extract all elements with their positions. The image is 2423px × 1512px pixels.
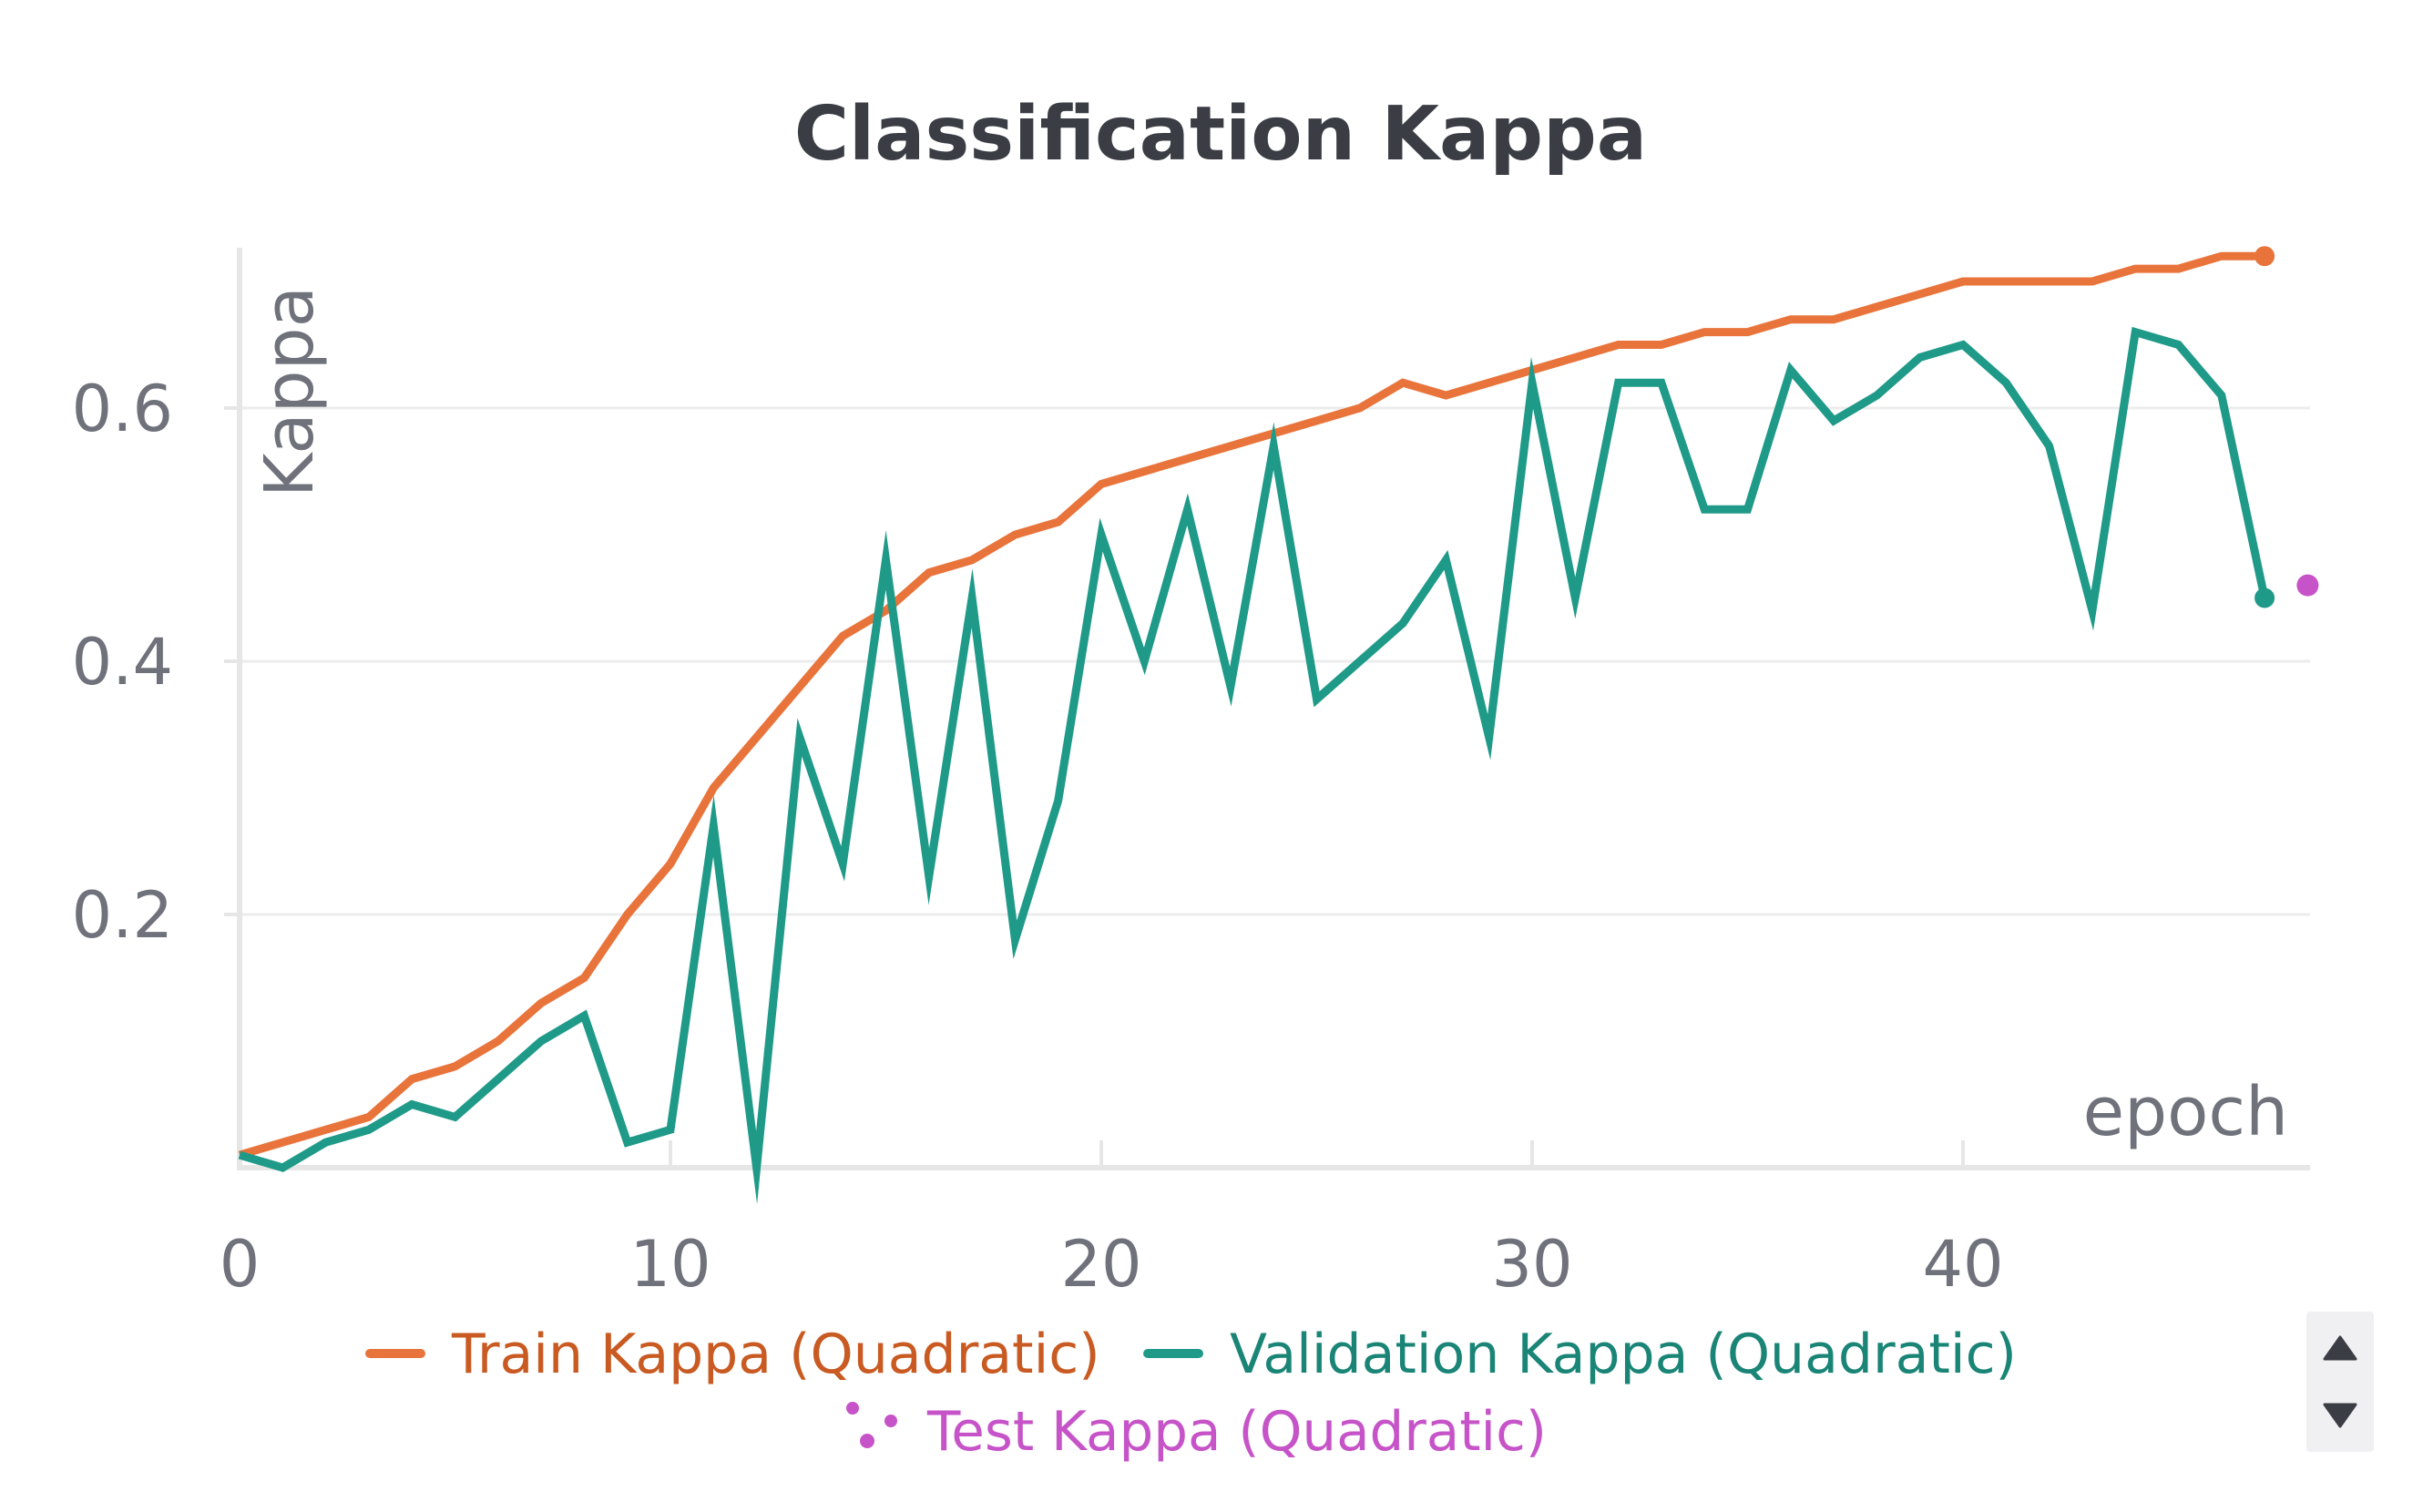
x-tick-label: 30: [1491, 1227, 1572, 1302]
series-endpoint-validation: [2254, 587, 2275, 608]
triangle-up-icon: [2323, 1335, 2357, 1361]
legend: Train Kappa (Quadratic) Validation Kappa…: [365, 1323, 2017, 1464]
y-tick-label: 0.2: [72, 878, 173, 953]
x-tick-label: 20: [1060, 1227, 1141, 1302]
x-tick-label: 40: [1922, 1227, 2003, 1302]
triangle-down-icon: [2323, 1403, 2357, 1428]
grid: [224, 406, 2310, 1168]
legend-scroll-up-button[interactable]: [2306, 1315, 2374, 1383]
series-group: [238, 246, 2319, 1205]
series-line-validation: [238, 326, 2269, 1205]
chart-title: Classification Kappa: [794, 91, 1647, 178]
legend-scroller: [2306, 1312, 2374, 1452]
y-tick-labels: 0.2 0.4 0.6: [72, 372, 173, 953]
x-tick-labels: 0 10 20 30 40: [220, 1227, 2004, 1302]
legend-item-validation[interactable]: Validation Kappa (Quadratic): [1143, 1323, 2017, 1386]
x-tick-label: 10: [629, 1227, 711, 1302]
y-tick-label: 0.4: [72, 625, 173, 700]
data-point-test: [2296, 574, 2319, 597]
legend-swatch-test: [846, 1402, 897, 1448]
series-line-train: [238, 251, 2265, 1160]
legend-scroll-down-button[interactable]: [2306, 1383, 2374, 1450]
legend-label-train: Train Kappa (Quadratic): [451, 1323, 1100, 1386]
y-axis-label: Kappa: [250, 286, 329, 497]
legend-item-test[interactable]: Test Kappa (Quadratic): [846, 1400, 1547, 1464]
y-tick-label: 0.6: [72, 372, 173, 446]
legend-label-validation: Validation Kappa (Quadratic): [1230, 1323, 2017, 1386]
legend-label-test: Test Kappa (Quadratic): [926, 1400, 1547, 1464]
legend-item-train[interactable]: Train Kappa (Quadratic): [365, 1323, 1100, 1386]
x-axis-label: epoch: [2083, 1073, 2288, 1151]
x-tick-label: 0: [220, 1227, 261, 1302]
series-endpoint-train: [2254, 246, 2275, 267]
